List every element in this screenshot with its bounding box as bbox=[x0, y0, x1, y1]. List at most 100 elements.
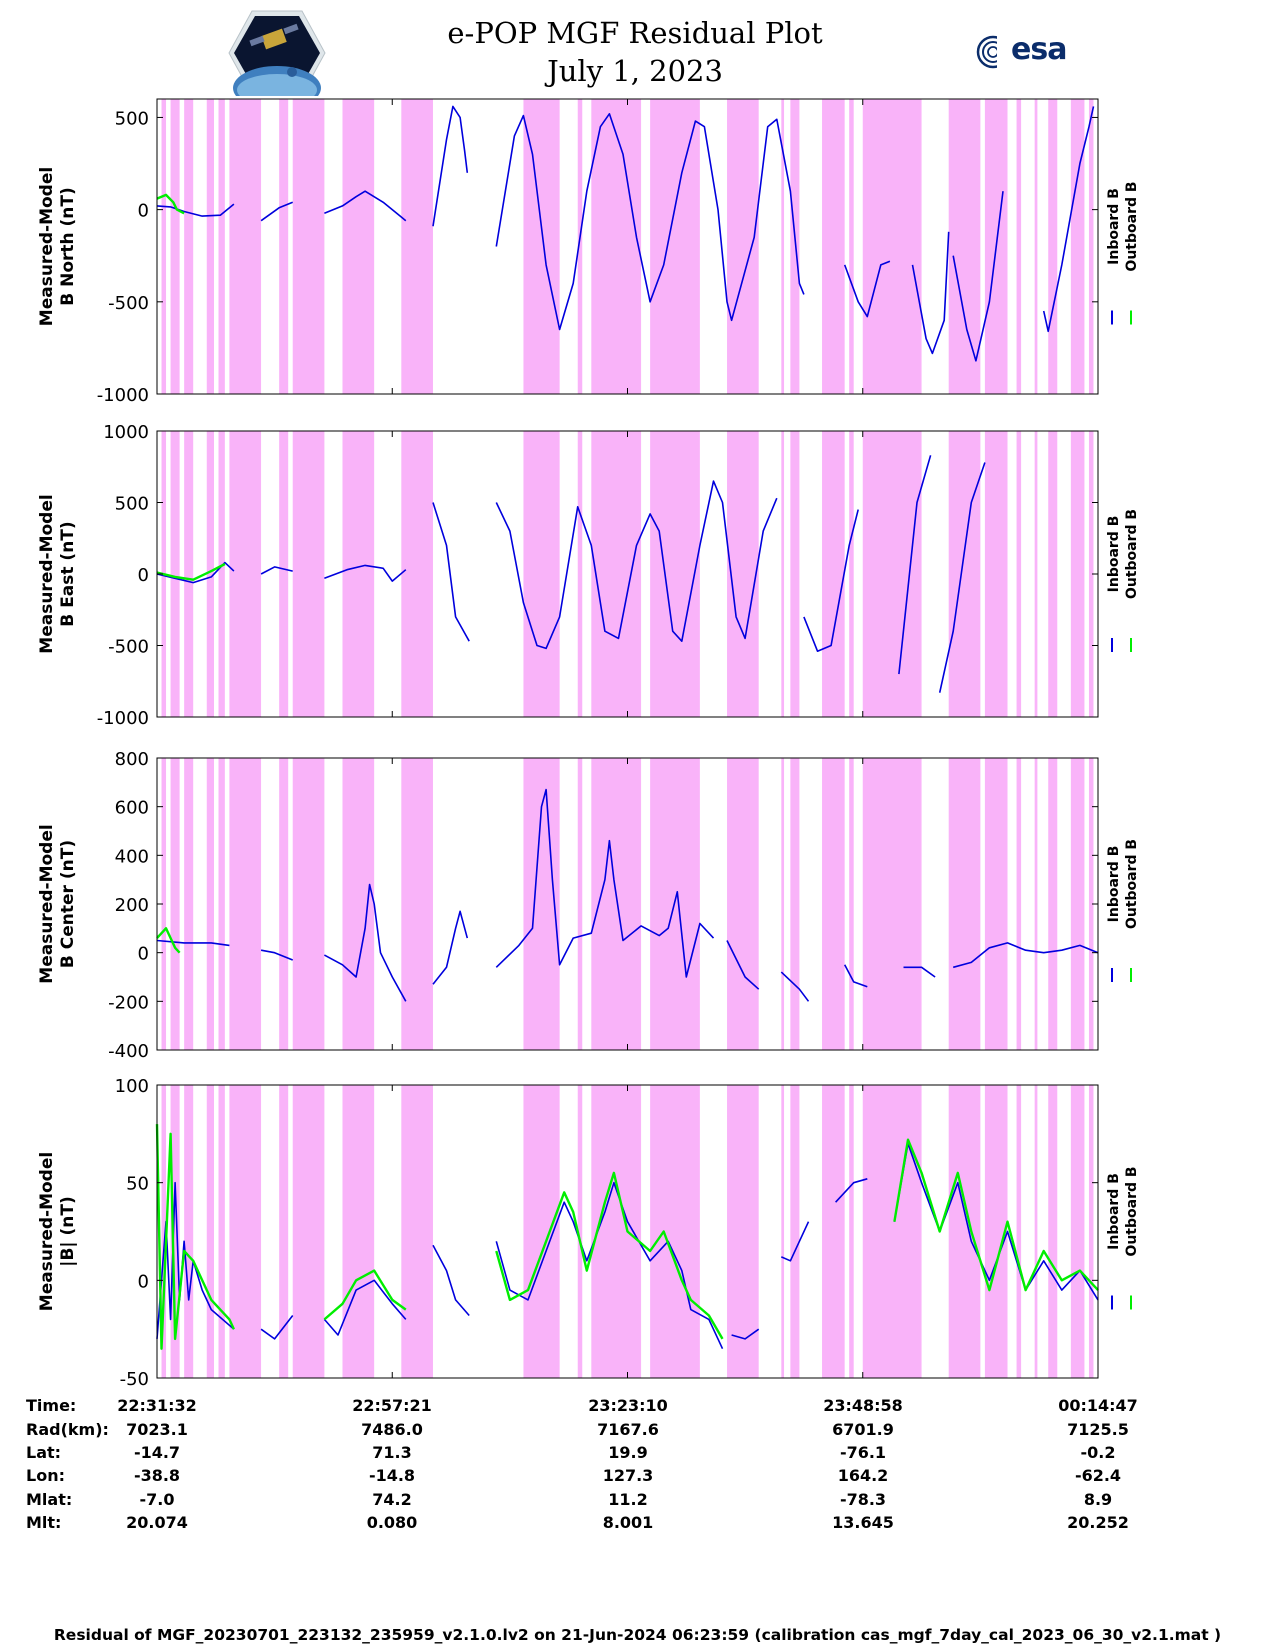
data-gap-band bbox=[342, 431, 375, 717]
data-gap-band bbox=[862, 758, 922, 1050]
y-axis-label: Measured-ModelB Center (nT) bbox=[37, 824, 78, 983]
inboard-series-line bbox=[495, 788, 715, 978]
outboard-series-line bbox=[323, 1269, 407, 1321]
inboard-series-line bbox=[843, 964, 868, 988]
y-axis-label-line-2: B East (nT) bbox=[58, 521, 78, 626]
table-cell: -78.3 bbox=[839, 1490, 887, 1509]
data-gap-band bbox=[292, 431, 325, 717]
inboard-series-line bbox=[903, 966, 936, 978]
data-gap-band bbox=[401, 99, 433, 394]
table-cell: 00:14:47 bbox=[1058, 1396, 1138, 1415]
data-gap-band bbox=[862, 1085, 922, 1378]
data-gap-band bbox=[229, 431, 262, 717]
data-gap-band bbox=[862, 431, 922, 717]
outboard-series-line bbox=[495, 1171, 724, 1340]
inboard-series-line bbox=[726, 940, 760, 990]
table-cell: -7.0 bbox=[139, 1490, 175, 1509]
table-cell: 13.645 bbox=[832, 1513, 894, 1532]
y-axis-label-line-1: Measured-Model bbox=[37, 167, 57, 326]
legend-inboard-label: Inboard B bbox=[1106, 188, 1122, 265]
data-gap-band bbox=[1088, 1085, 1094, 1378]
table-cell: 127.3 bbox=[602, 1466, 654, 1485]
inboard-series-line bbox=[432, 105, 469, 227]
table-cell: 7486.0 bbox=[361, 1420, 423, 1439]
data-gap-band bbox=[170, 1085, 180, 1378]
data-gap-band bbox=[1034, 1085, 1038, 1378]
inboard-series-line bbox=[1042, 106, 1095, 333]
data-gap-band bbox=[984, 1085, 1008, 1378]
inboard-series-line bbox=[156, 561, 235, 584]
table-row-label: Mlat: bbox=[26, 1490, 73, 1509]
data-gap-band bbox=[849, 758, 854, 1050]
y-tick-label: 0 bbox=[138, 1271, 149, 1292]
inboard-series-line bbox=[911, 231, 950, 355]
data-gap-band bbox=[727, 431, 759, 717]
data-gap-band bbox=[1088, 758, 1094, 1050]
data-gap-band bbox=[161, 1085, 167, 1378]
data-gap-band bbox=[849, 99, 854, 394]
data-gap-band bbox=[342, 1085, 375, 1378]
legend-inboard-label: Inboard B bbox=[1106, 846, 1122, 923]
data-gap-band bbox=[523, 99, 560, 394]
data-gap-band bbox=[984, 431, 1008, 717]
inboard-series-line bbox=[324, 883, 407, 1002]
data-gap-band bbox=[279, 758, 289, 1050]
y-tick-label: -500 bbox=[108, 637, 149, 658]
table-cell: 0.080 bbox=[366, 1513, 418, 1532]
table-cell: -14.7 bbox=[133, 1443, 181, 1462]
table-cell: 19.9 bbox=[608, 1443, 648, 1462]
inboard-series-line bbox=[731, 1328, 760, 1340]
data-gap-band bbox=[1048, 99, 1058, 394]
y-tick-label: -400 bbox=[108, 1041, 149, 1062]
data-gap-band bbox=[523, 1085, 560, 1378]
y-axis-label-line-2: B Center (nT) bbox=[58, 840, 78, 968]
table-row-label: Lon: bbox=[26, 1466, 65, 1485]
inboard-series-line bbox=[843, 260, 891, 318]
outboard-series-line bbox=[155, 1124, 235, 1350]
inboard-series-line bbox=[260, 1315, 294, 1340]
inboard-series-line bbox=[893, 1142, 1099, 1301]
data-gap-band bbox=[790, 431, 800, 717]
y-tick-label: -1000 bbox=[97, 708, 149, 729]
data-gap-band bbox=[591, 431, 642, 717]
data-gap-band bbox=[790, 1085, 800, 1378]
data-gap-band bbox=[292, 758, 325, 1050]
legend-outboard-label: Outboard B bbox=[1124, 181, 1140, 271]
data-gap-band bbox=[650, 431, 700, 717]
table-cell: 22:57:21 bbox=[352, 1396, 432, 1415]
data-gap-band bbox=[184, 758, 194, 1050]
table-cell: 7167.6 bbox=[597, 1420, 659, 1439]
data-gap-band bbox=[822, 431, 845, 717]
data-gap-band bbox=[790, 99, 800, 394]
data-gap-band bbox=[591, 99, 642, 394]
data-gap-band bbox=[279, 1085, 289, 1378]
y-axis-label-line-1: Measured-Model bbox=[37, 1152, 57, 1311]
legend: Inboard B Outboard B bbox=[1106, 839, 1140, 982]
data-gap-band bbox=[279, 431, 289, 717]
data-gap-band bbox=[170, 99, 180, 394]
inboard-series-line bbox=[260, 566, 293, 575]
data-gap-band bbox=[727, 1085, 759, 1378]
esa-logo-icon bbox=[976, 35, 1011, 69]
data-gap-band bbox=[342, 99, 375, 394]
data-gap-band bbox=[1070, 99, 1085, 394]
table-cell: 6701.9 bbox=[832, 1420, 894, 1439]
data-gap-band bbox=[184, 1085, 194, 1378]
y-tick-label: 0 bbox=[138, 201, 149, 222]
legend-inboard-label: Inboard B bbox=[1106, 1173, 1122, 1250]
y-tick-label: 200 bbox=[115, 895, 149, 916]
chart-panel-3: 800 600 400 200 0 -200 -400 Measured-ModelB Cen… bbox=[37, 749, 1140, 1062]
data-gap-band bbox=[170, 758, 180, 1050]
data-gap-band bbox=[948, 1085, 981, 1378]
outboard-series-line bbox=[156, 193, 185, 215]
data-gap-band bbox=[218, 431, 225, 717]
table-cell: -14.8 bbox=[368, 1466, 416, 1485]
data-gap-band bbox=[1034, 99, 1038, 394]
data-gap-band bbox=[577, 1085, 583, 1378]
y-tick-label: -200 bbox=[108, 992, 149, 1013]
data-gap-band bbox=[822, 99, 845, 394]
table-cell: 23:48:58 bbox=[823, 1396, 903, 1415]
table-cell: -76.1 bbox=[839, 1443, 887, 1462]
data-gap-band bbox=[1016, 758, 1022, 1050]
esa-logo: esa bbox=[975, 32, 1095, 72]
